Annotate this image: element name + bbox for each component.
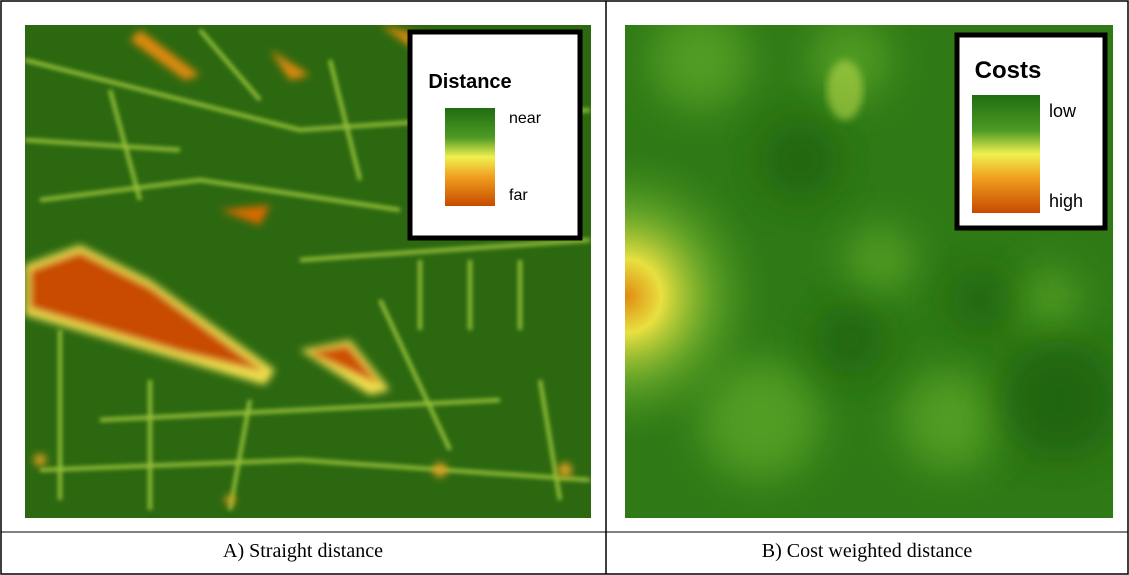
caption: A) Straight distance: [223, 540, 383, 562]
legend-title: Costs: [975, 57, 1042, 84]
legend-label: low: [1049, 101, 1077, 121]
legend-swatch: [445, 108, 495, 206]
caption: B) Cost weighted distance: [762, 540, 973, 562]
legend-title: Distance: [428, 71, 511, 93]
legend-label: high: [1049, 191, 1083, 211]
figure: Distance near far Costs low high A) Stra…: [0, 0, 1129, 575]
legend-label: near: [509, 110, 542, 127]
legend-label: far: [509, 187, 528, 204]
legend-swatch: [972, 95, 1040, 213]
